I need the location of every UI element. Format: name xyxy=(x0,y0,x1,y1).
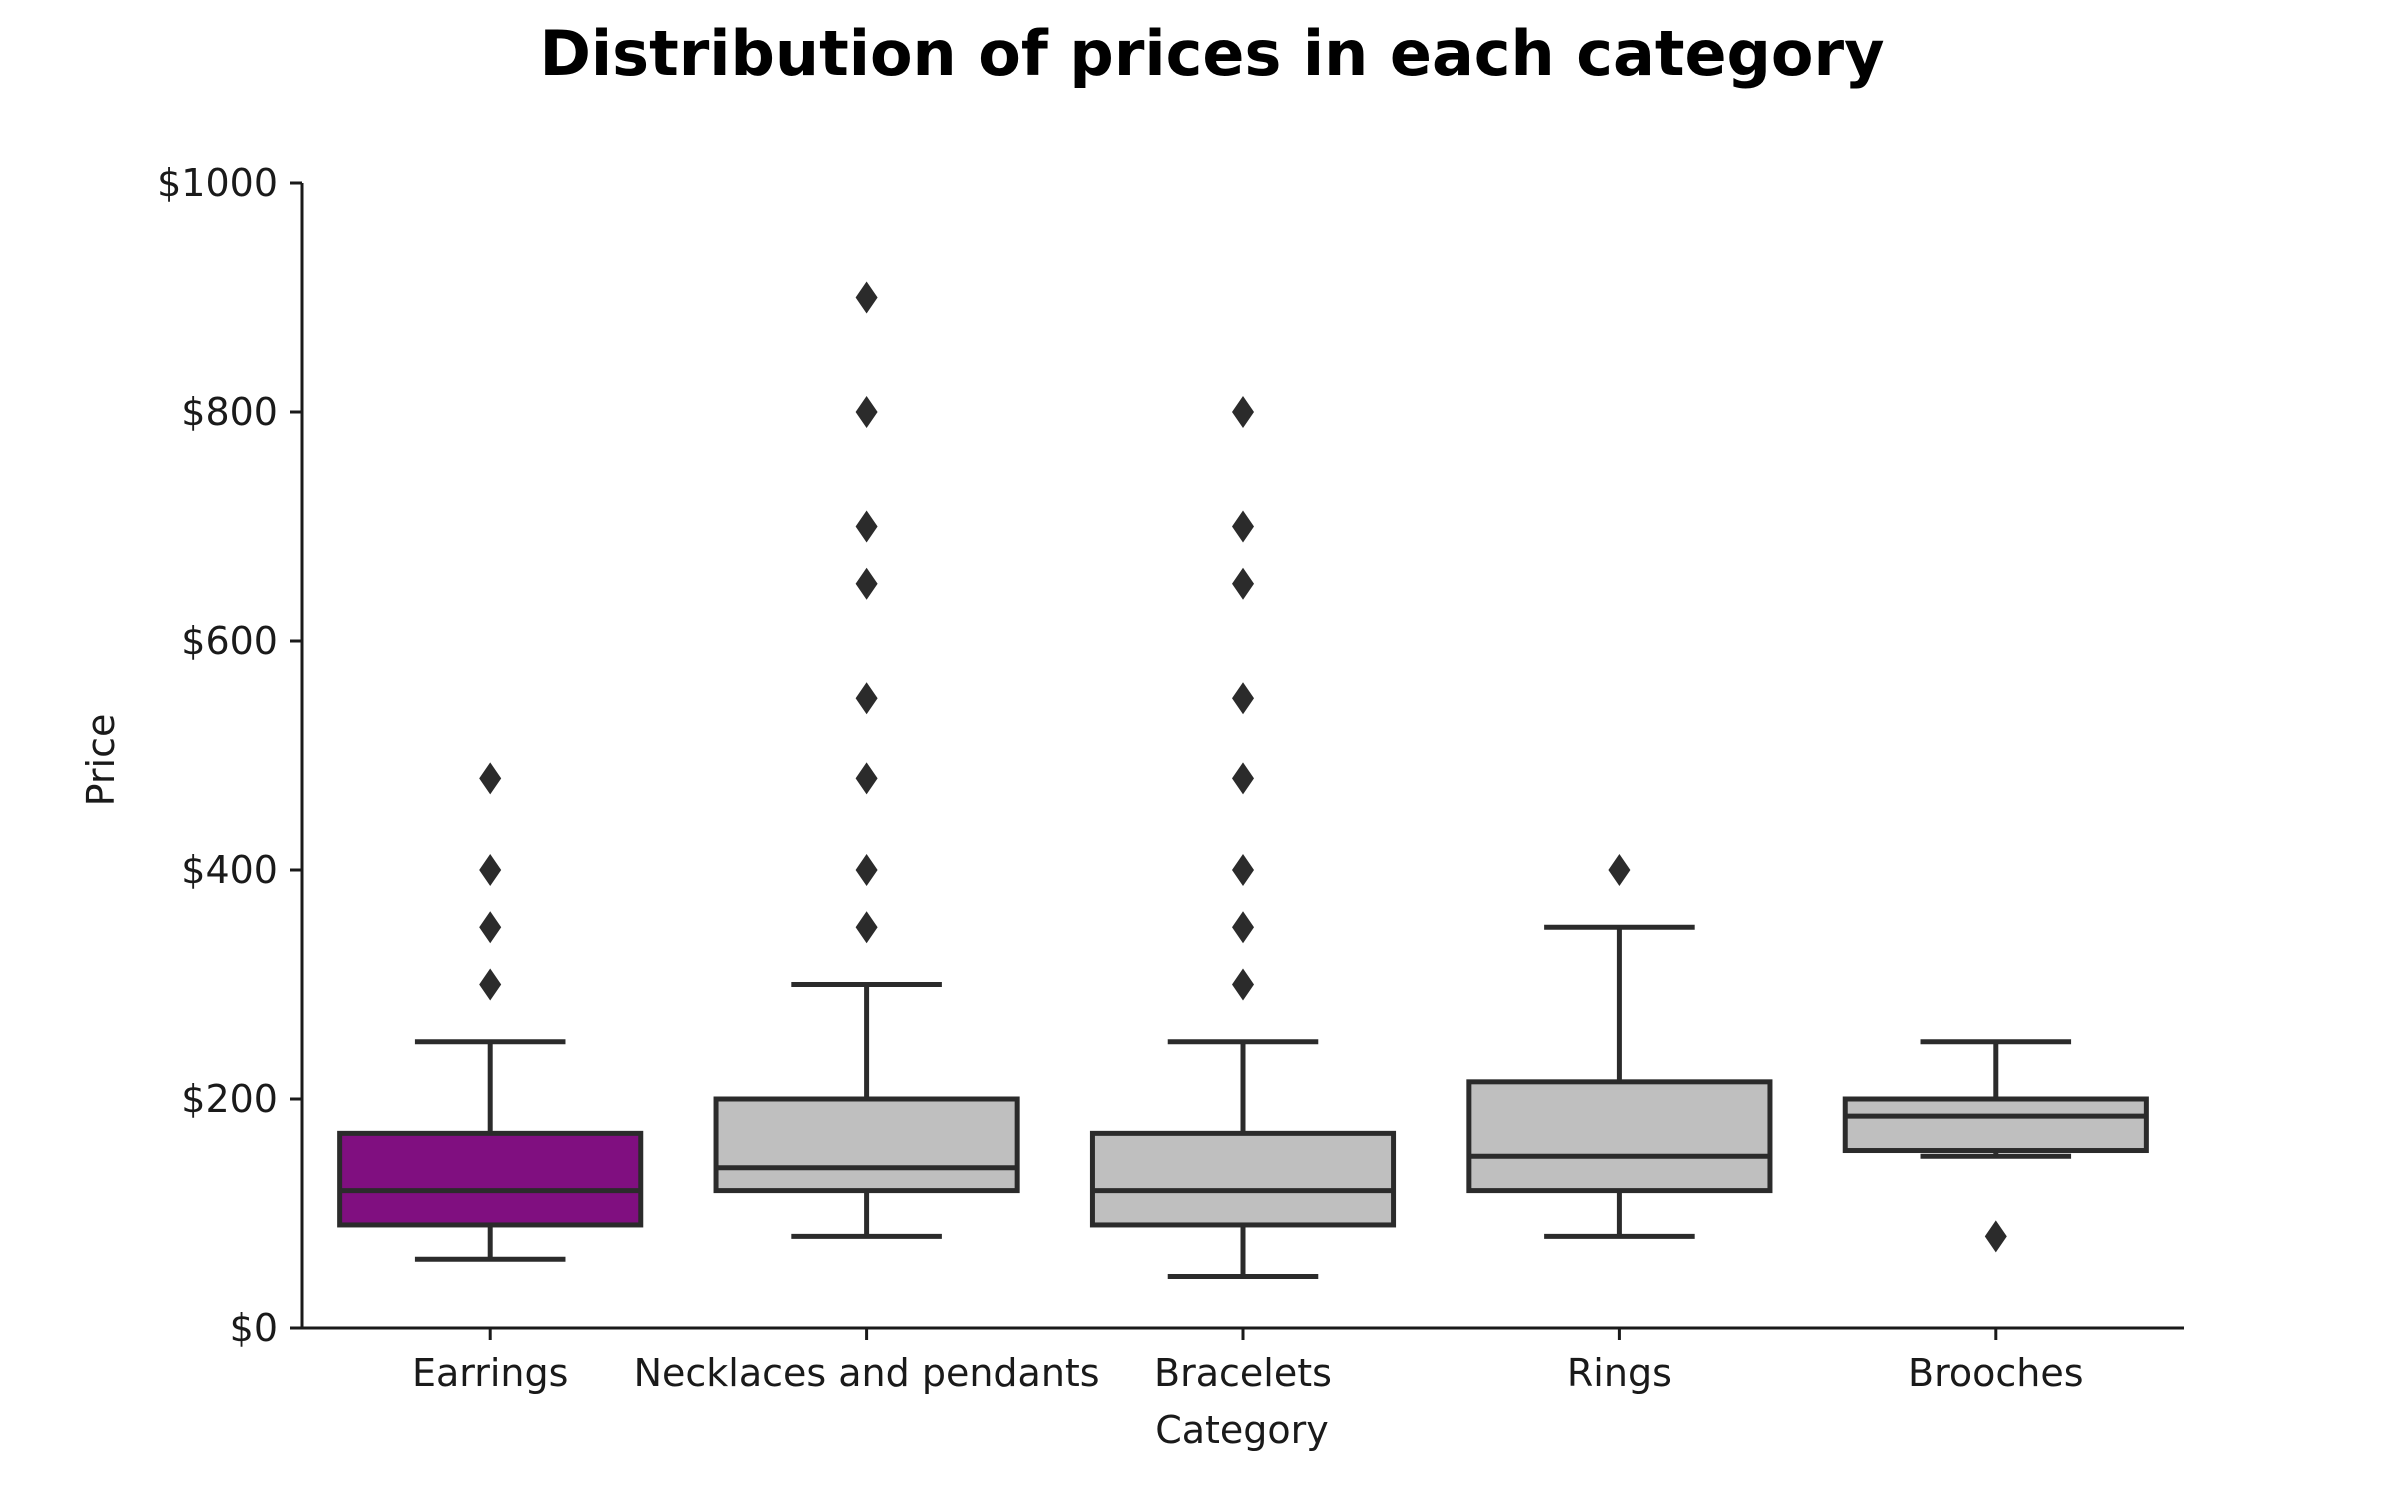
outlier-point xyxy=(855,854,878,886)
y-tick-label: $0 xyxy=(230,1306,278,1350)
outlier-point xyxy=(479,762,502,795)
outlier-point xyxy=(1232,396,1254,428)
axes: $0 $200 $400 $600 $800 $1000 Earrings Necklaces… xyxy=(157,161,2184,1395)
outlier-point xyxy=(1232,762,1254,795)
x-axis-label: Category xyxy=(1155,1408,1329,1452)
y-tick-label: $400 xyxy=(181,848,278,892)
outlier-point xyxy=(1232,968,1254,1001)
x-tick-label: Bracelets xyxy=(1154,1351,1332,1395)
outlier-point xyxy=(1232,510,1254,543)
box-group xyxy=(1466,854,1773,1239)
boxes xyxy=(337,281,2149,1279)
outlier-point xyxy=(479,854,502,886)
outlier-point xyxy=(855,682,878,715)
y-tick-label: $1000 xyxy=(157,161,278,205)
outlier-point xyxy=(1608,854,1631,886)
box-group xyxy=(337,762,644,1262)
outlier-point xyxy=(855,281,878,314)
outlier-point xyxy=(1232,567,1254,600)
iqr-box xyxy=(1842,1096,2149,1154)
y-tick-label: $800 xyxy=(181,390,278,434)
x-tick-label: Earrings xyxy=(412,1351,568,1395)
outlier-point xyxy=(1232,911,1254,944)
outlier-point xyxy=(1984,1220,2007,1253)
outlier-point xyxy=(479,911,502,944)
iqr-box xyxy=(1466,1079,1773,1194)
outlier-point xyxy=(1232,854,1254,886)
outlier-point xyxy=(855,510,878,543)
iqr-box xyxy=(337,1130,644,1228)
outlier-point xyxy=(1232,682,1254,715)
outlier-point xyxy=(855,396,878,428)
outlier-point xyxy=(855,762,878,795)
outlier-point xyxy=(855,911,878,944)
y-tick-label: $200 xyxy=(181,1077,278,1121)
box-group xyxy=(1089,396,1397,1279)
chart-title: Distribution of prices in each category xyxy=(539,17,1884,90)
x-tick-label: Rings xyxy=(1567,1351,1672,1395)
box-group xyxy=(1842,1039,2149,1253)
outlier-point xyxy=(479,968,502,1001)
y-axis-label: Price xyxy=(79,714,123,807)
iqr-box xyxy=(713,1096,1020,1194)
outlier-point xyxy=(855,567,878,600)
box-group xyxy=(713,281,1020,1239)
x-tick-label: Necklaces and pendants xyxy=(634,1351,1100,1395)
iqr-box xyxy=(1089,1130,1397,1228)
y-tick-label: $600 xyxy=(181,619,278,663)
x-tick-label: Brooches xyxy=(1908,1351,2084,1395)
